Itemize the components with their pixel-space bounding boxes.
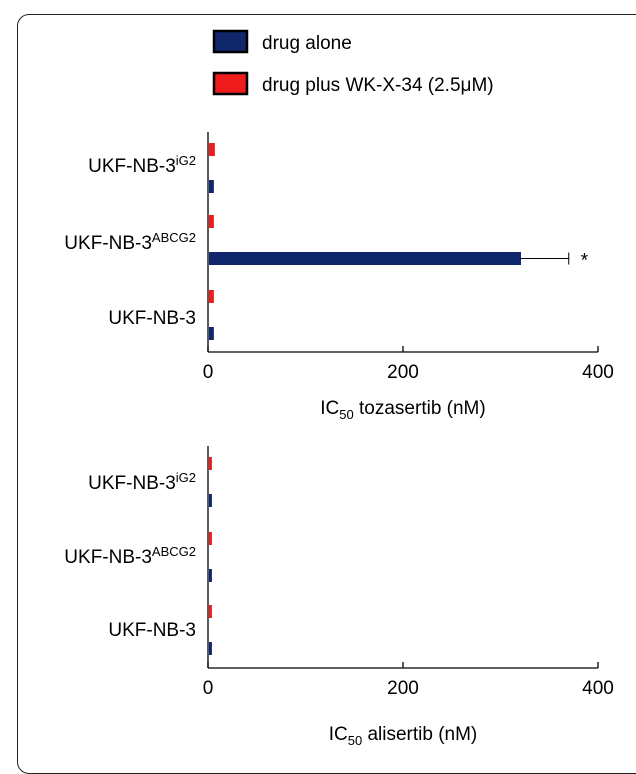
x-tick-label: 400 xyxy=(582,362,614,383)
legend-label-drug-alone: drug alone xyxy=(262,33,352,54)
legend: drug alone drug plus WK-X-34 (2.5μM) xyxy=(212,29,494,96)
x-tick-label: 0 xyxy=(203,362,214,383)
y-category-label: UKF-NB-3iG2 xyxy=(88,470,196,494)
chart-alisertib: 0 200 400 IC50 alisertib (nM) UKF-NB-3iG2 UKF… xyxy=(64,446,614,746)
bar xyxy=(209,642,212,655)
bar xyxy=(209,143,215,156)
y-category-label: UKF-NB-3ABCG2 xyxy=(64,230,196,254)
y-category-label: UKF-NB-3ABCG2 xyxy=(64,544,196,568)
bar xyxy=(209,605,212,618)
x-axis-label: IC50 alisertib (nM) xyxy=(329,724,478,746)
bar xyxy=(209,252,521,265)
chart-tozasertib: 0 200 400 IC50 tozasertib (nM) UKF-NB-3iG2 UK… xyxy=(64,132,614,422)
legend-swatch-drug-plus xyxy=(212,71,249,96)
bar xyxy=(209,494,212,507)
y-category-label: UKF-NB-3 xyxy=(108,308,196,329)
figure: drug alone drug plus WK-X-34 (2.5μM) 0 20… xyxy=(64,29,614,746)
bar xyxy=(209,290,214,303)
bar xyxy=(209,215,214,228)
bar xyxy=(209,457,212,470)
x-tick-label: 400 xyxy=(582,678,614,699)
x-tick-label: 200 xyxy=(387,678,419,699)
bar xyxy=(209,569,212,582)
legend-label-drug-plus: drug plus WK-X-34 (2.5μM) xyxy=(262,75,494,96)
bar xyxy=(209,532,212,545)
x-tick-label: 200 xyxy=(387,362,419,383)
x-tick-label: 0 xyxy=(203,678,214,699)
legend-swatch-drug-alone xyxy=(212,29,249,54)
bar xyxy=(209,180,214,193)
y-category-label: UKF-NB-3iG2 xyxy=(88,153,196,177)
bar xyxy=(209,327,214,340)
y-category-label: UKF-NB-3 xyxy=(108,620,196,641)
x-axis-label: IC50 tozasertib (nM) xyxy=(320,398,485,422)
significance-asterisk: * xyxy=(581,251,589,272)
